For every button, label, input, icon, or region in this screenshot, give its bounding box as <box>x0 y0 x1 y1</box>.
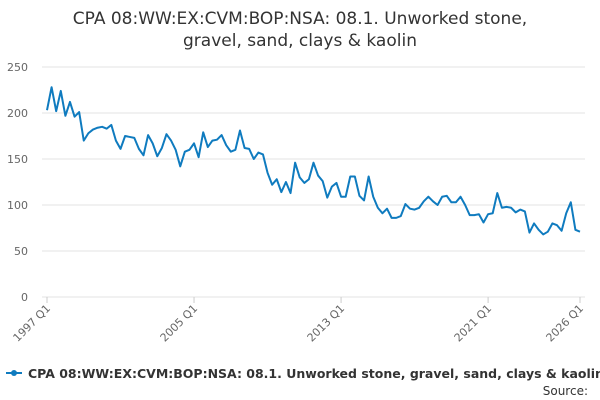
source: Source: <box>543 384 588 398</box>
legend-label: CPA 08:WW:EX:CVM:BOP:NSA: 08.1. Unworked… <box>28 366 600 381</box>
legend-marker <box>11 370 17 376</box>
y-tick-label: 150 <box>7 153 28 166</box>
x-tick-label: 2026 Q1 <box>544 302 587 345</box>
y-tick-label: 50 <box>14 245 28 258</box>
chart-title: gravel, sand, clays & kaolin <box>183 31 417 51</box>
x-tick-label: 2021 Q1 <box>452 302 495 345</box>
x-tick-label: 1997 Q1 <box>11 302 54 345</box>
x-tick-label: 2005 Q1 <box>158 302 201 345</box>
series-line <box>46 86 581 236</box>
y-tick-label: 200 <box>7 107 28 120</box>
y-tick-label: 100 <box>7 199 28 212</box>
y-tick-label: 0 <box>21 291 28 304</box>
x-tick-label: 2013 Q1 <box>305 302 348 345</box>
y-tick-label: 250 <box>7 61 28 74</box>
chart-title: CPA 08:WW:EX:CVM:BOP:NSA: 08.1. Unworked… <box>73 9 527 29</box>
